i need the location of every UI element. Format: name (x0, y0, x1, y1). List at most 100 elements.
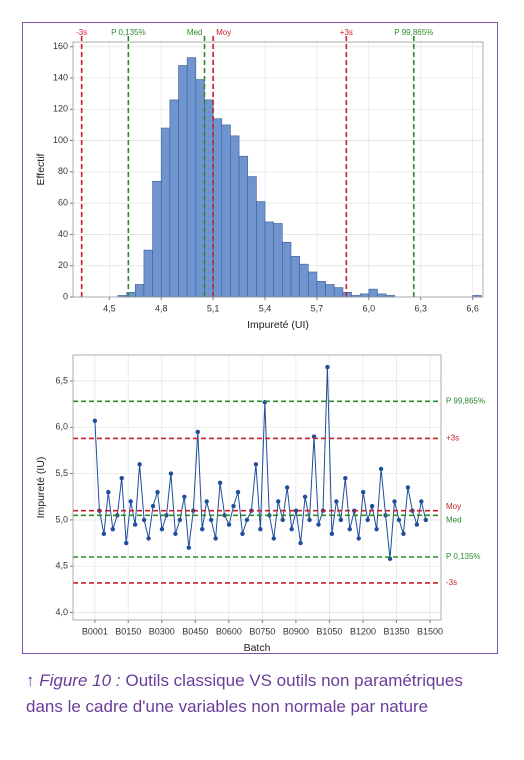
point (253, 462, 259, 467)
point (258, 526, 263, 532)
point (168, 471, 174, 476)
x-tick-label: B1350 (383, 626, 409, 636)
bar (195, 79, 205, 298)
point (360, 489, 366, 495)
x-axis-title: Impureté (UI) (247, 319, 309, 331)
point (298, 540, 303, 546)
bar (186, 57, 197, 298)
y-tick-label: 120 (53, 104, 68, 114)
point (150, 503, 156, 509)
point (217, 480, 223, 486)
point (302, 494, 308, 499)
x-tick-label: B0150 (115, 626, 141, 636)
reference-label: Moy (216, 28, 231, 37)
bar (221, 124, 231, 298)
point (414, 522, 420, 527)
x-tick-label: B0900 (283, 626, 309, 636)
x-tick-label: 6,3 (414, 303, 427, 313)
point (182, 494, 187, 499)
bar (143, 249, 153, 298)
point (280, 517, 285, 523)
point (128, 499, 133, 504)
bar (134, 284, 145, 298)
x-tick-label: 5,7 (311, 303, 324, 313)
bar (178, 65, 188, 298)
y-axis-title: Effectif (35, 153, 47, 185)
y-tick-label: 4,5 (55, 561, 68, 571)
bar (377, 293, 387, 298)
caption: ↑ Figure 10 : Outils classique VS outils … (26, 668, 496, 720)
point (392, 499, 397, 504)
bar (368, 288, 378, 298)
point (369, 503, 375, 509)
y-tick-label: 5,0 (55, 514, 68, 524)
y-tick-label: 80 (58, 166, 68, 176)
bar (160, 127, 171, 298)
point (200, 526, 205, 532)
caption-label: Figure 10 : (39, 671, 121, 690)
point (347, 526, 352, 532)
reference-label: Moy (446, 502, 461, 511)
point (343, 476, 348, 481)
x-tick-label: 5,4 (259, 303, 272, 313)
point (119, 476, 124, 481)
bar (247, 176, 257, 298)
point (204, 499, 209, 504)
reference-label: Med (446, 515, 462, 524)
point (141, 517, 147, 523)
y-tick-label: 5,5 (55, 468, 68, 478)
point (106, 489, 111, 495)
point (271, 536, 276, 541)
x-tick-label: B1200 (350, 626, 376, 636)
point (164, 513, 169, 518)
bar (152, 180, 162, 298)
chart: 0 20 40 60 80 100 120 140 160 4,5 4,8 5,1 5,4 5,7 6,0 6… (35, 28, 485, 654)
y-axis-title: Impureté (IU) (35, 457, 47, 519)
point (334, 499, 339, 504)
point (208, 517, 214, 523)
bar (264, 221, 274, 298)
y-tick-label: 4,0 (55, 607, 68, 617)
point (316, 522, 321, 527)
reference-label: -3s (446, 578, 457, 587)
point (137, 462, 142, 467)
point (289, 526, 294, 532)
point (405, 485, 411, 490)
point (396, 517, 402, 523)
point (240, 531, 245, 537)
point (356, 536, 361, 541)
bar (333, 287, 344, 298)
y-tick-label: 40 (58, 229, 68, 239)
bar (212, 118, 223, 298)
x-tick-label: B0600 (216, 626, 242, 636)
point (307, 517, 312, 523)
y-tick-label: 0 (63, 291, 68, 301)
plot-frame (72, 41, 484, 298)
point (378, 466, 384, 472)
x-tick-label: B0750 (249, 626, 275, 636)
bar (290, 256, 300, 298)
point (159, 526, 165, 532)
bar (316, 281, 326, 298)
y-tick-label: 60 (58, 198, 68, 208)
y-tick-label: 6,0 (55, 422, 68, 432)
point (101, 531, 107, 537)
x-tick-label: 5,1 (207, 303, 220, 313)
point (231, 503, 236, 509)
caption-text: Outils classique VS outils non paramétri… (26, 671, 463, 716)
point (92, 418, 98, 423)
caption-arrow: ↑ (26, 671, 40, 690)
reference-label: +3s (340, 28, 353, 37)
y-tick-label: 160 (53, 41, 68, 51)
bar (204, 99, 214, 298)
bar (359, 293, 370, 298)
point (235, 489, 241, 495)
reference-label: +3s (446, 434, 459, 443)
point (222, 513, 227, 518)
x-tick-label: B1050 (316, 626, 342, 636)
bar (325, 284, 335, 298)
point (423, 517, 428, 523)
figure-frame (22, 22, 498, 654)
point (284, 485, 290, 490)
